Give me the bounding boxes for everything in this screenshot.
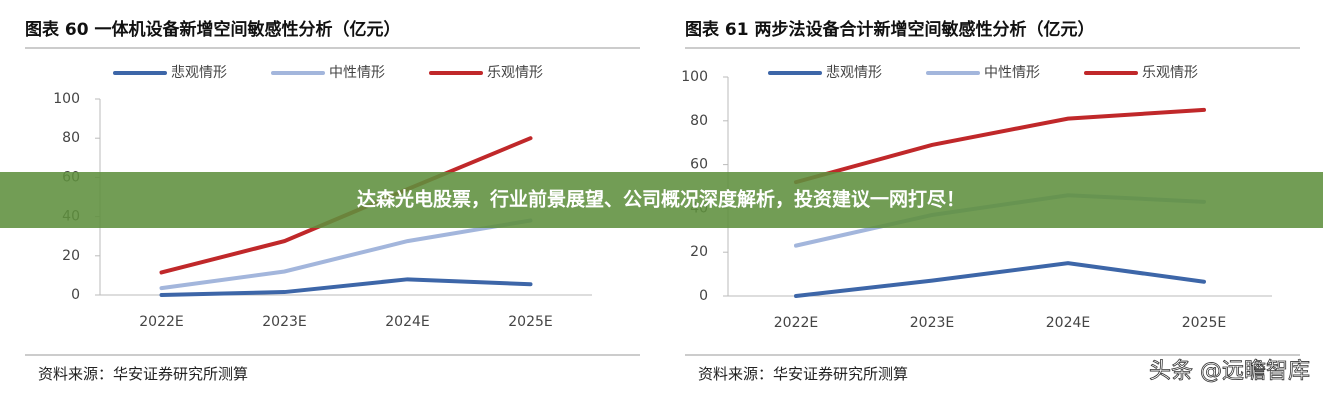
source-note: 资料来源：华安证券研究所测算 xyxy=(698,365,908,383)
banner-bg xyxy=(0,172,1323,228)
y-tick-label: 100 xyxy=(681,69,708,85)
x-tick-label: 2022E xyxy=(139,314,183,330)
x-tick-label: 2022E xyxy=(774,315,818,331)
x-tick-label: 2025E xyxy=(508,314,552,330)
x-tick-label: 2024E xyxy=(385,314,429,330)
series-line xyxy=(159,277,533,297)
x-tick-label: 2023E xyxy=(910,315,954,331)
x-tick-label: 2023E xyxy=(262,314,306,330)
legend-label: 乐观情形 xyxy=(487,65,543,81)
y-tick-label: 0 xyxy=(699,288,708,304)
legend-label: 中性情形 xyxy=(329,65,385,81)
legend-label: 中性情形 xyxy=(984,65,1040,81)
y-tick-label: 20 xyxy=(690,244,708,260)
y-tick-label: 80 xyxy=(62,130,80,146)
y-tick-label: 60 xyxy=(690,157,708,173)
y-tick-label: 100 xyxy=(53,91,80,107)
legend-label: 悲观情形 xyxy=(171,64,227,81)
legend-label: 悲观情形 xyxy=(826,64,882,81)
y-tick-label: 80 xyxy=(690,113,708,129)
chart-title: 图表 60 一体机设备新增空间敏感性分析（亿元） xyxy=(25,19,401,40)
legend-label: 乐观情形 xyxy=(1142,65,1198,81)
x-tick-label: 2025E xyxy=(1182,315,1226,331)
series-line xyxy=(794,261,1206,298)
y-tick-label: 20 xyxy=(62,248,80,264)
series-line xyxy=(794,107,1206,185)
series-line xyxy=(159,218,533,291)
source-note: 资料来源：华安证券研究所测算 xyxy=(38,365,248,383)
y-tick-label: 0 xyxy=(71,287,80,303)
x-tick-label: 2024E xyxy=(1046,315,1090,331)
chart-title: 图表 61 两步法设备合计新增空间敏感性分析（亿元） xyxy=(685,19,1095,40)
banner-text: 达森光电股票，行业前景展望、公司概况深度解析，投资建议一网打尽！ xyxy=(357,188,965,211)
watermark: 头条 @远瞻智库 xyxy=(1149,359,1310,384)
